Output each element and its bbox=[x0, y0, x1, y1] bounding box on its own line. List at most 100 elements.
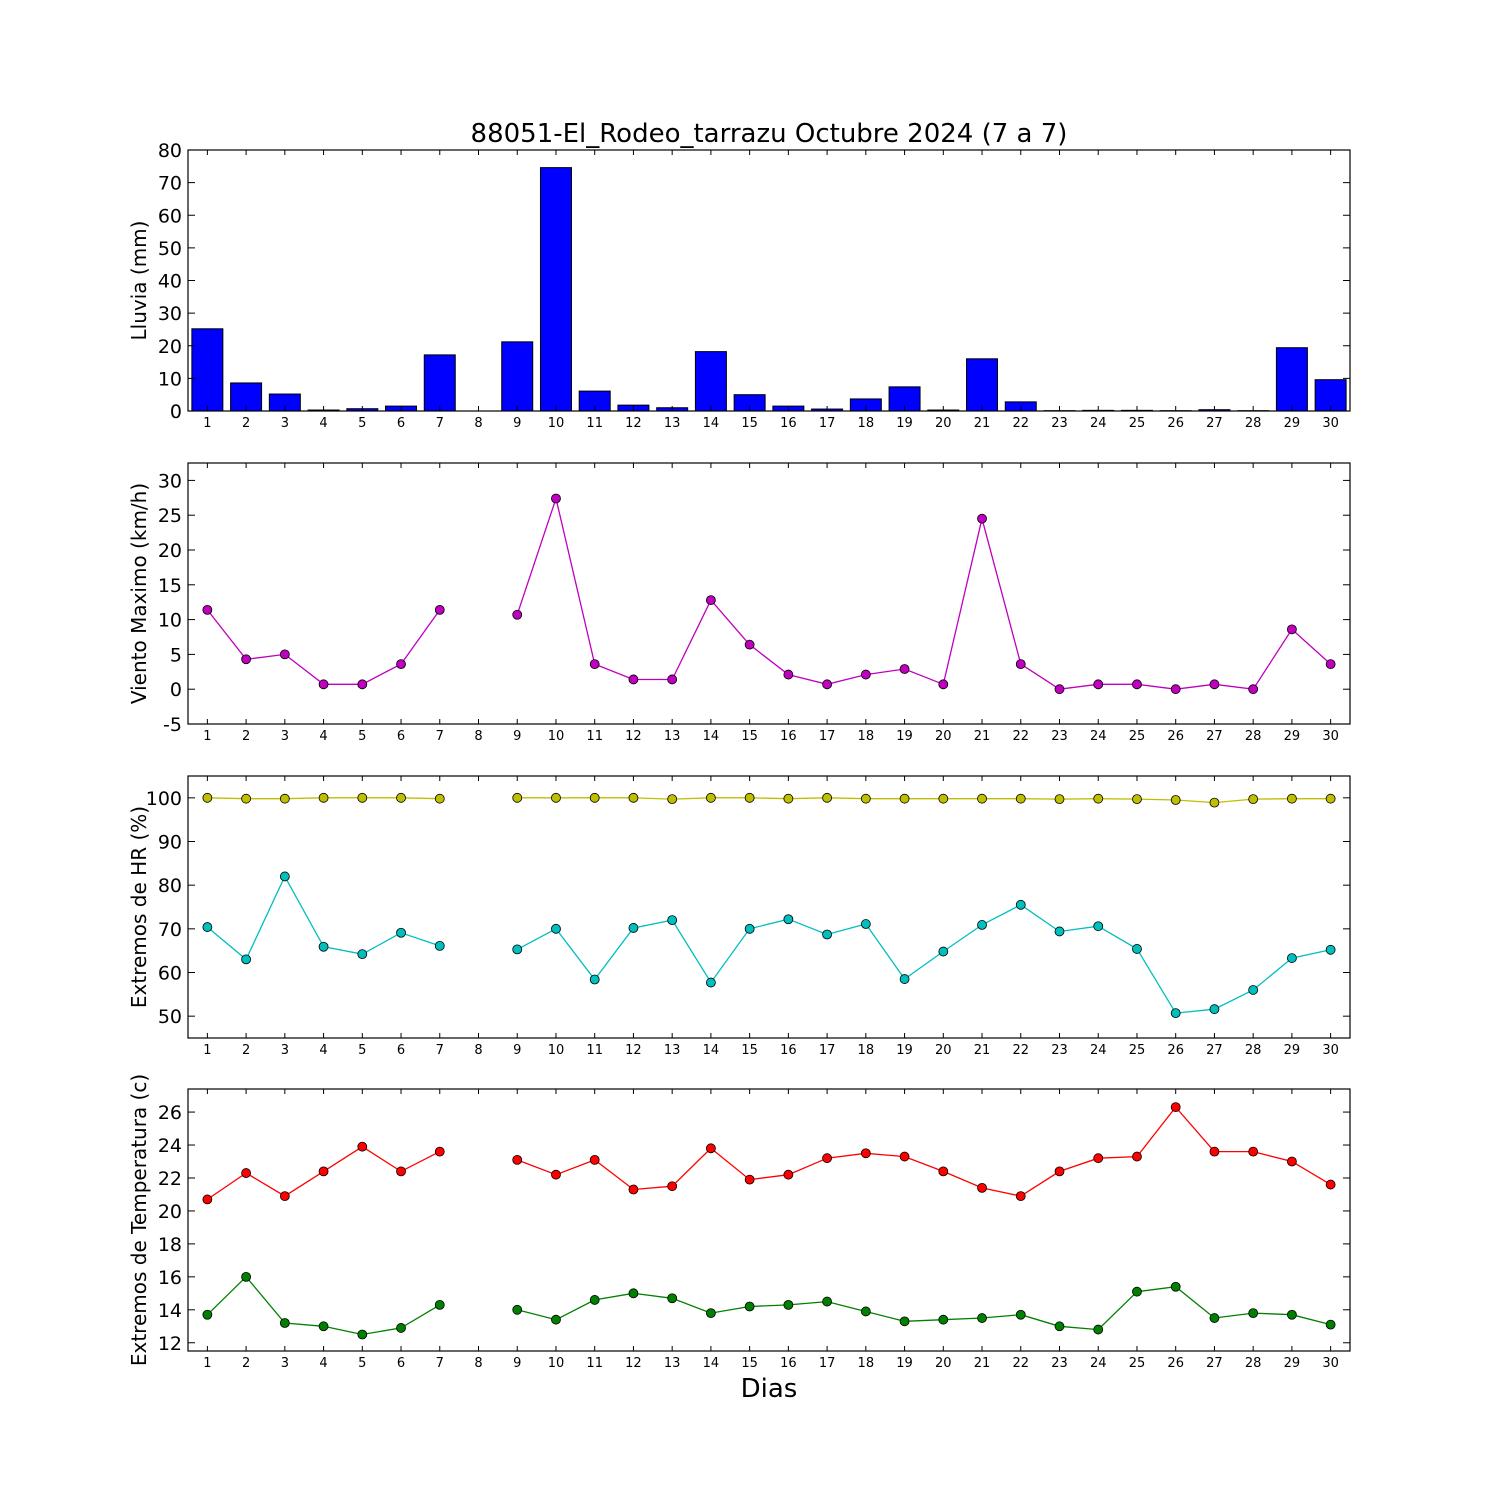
humidity-series-2-point-2 bbox=[241, 954, 252, 965]
rain-frame bbox=[187, 149, 1351, 412]
humidity-series-1-point-10 bbox=[551, 792, 561, 803]
wind-series-1-point-19 bbox=[899, 664, 910, 674]
temperature-series-2-point-30 bbox=[1325, 1319, 1336, 1330]
wind-xtick-label: 24 bbox=[1090, 729, 1107, 744]
temperature-xtick-label: 13 bbox=[664, 1356, 681, 1371]
temperature-series-2-point-23 bbox=[1054, 1321, 1065, 1332]
humidity-series-2-point-22 bbox=[1015, 899, 1026, 910]
wind-series-1-point-21 bbox=[977, 513, 987, 524]
rain-ytick-label: 10 bbox=[158, 368, 182, 390]
temperature-xtick-label: 7 bbox=[436, 1356, 444, 1371]
humidity-xtick-label: 5 bbox=[358, 1043, 366, 1058]
rain-xtick-label: 2 bbox=[242, 416, 250, 431]
wind-xtick-label: 18 bbox=[858, 729, 875, 744]
rain-bar-14 bbox=[694, 351, 727, 412]
temperature-xtick-label: 18 bbox=[858, 1356, 875, 1371]
temperature-series-1-point-6 bbox=[396, 1166, 406, 1177]
temperature-series-1-point-29 bbox=[1287, 1156, 1297, 1167]
wind-series-1-point-22 bbox=[1015, 659, 1026, 670]
wind-series-1-point-16 bbox=[783, 669, 794, 680]
temperature-xtick-label: 19 bbox=[896, 1356, 913, 1371]
humidity-xtick-label: 12 bbox=[625, 1043, 642, 1058]
wind-xtick-label: 5 bbox=[358, 729, 366, 744]
rain-xtick-label: 13 bbox=[664, 416, 681, 431]
temperature-series-2-point-11 bbox=[589, 1295, 600, 1305]
humidity-xtick-label: 24 bbox=[1090, 1043, 1107, 1058]
temperature-series-1-point-9 bbox=[512, 1154, 523, 1165]
humidity-series-1-point-15 bbox=[744, 792, 755, 803]
humidity-series-1-point-30 bbox=[1325, 793, 1336, 804]
wind-series-1-point-5 bbox=[357, 679, 368, 690]
rain-xtick-label: 18 bbox=[858, 416, 875, 431]
wind-xtick-label: 6 bbox=[397, 729, 405, 744]
temperature-series-1-line-2 bbox=[516, 1106, 1331, 1197]
temperature-series-2-point-27 bbox=[1209, 1313, 1220, 1323]
temperature-series-1-point-2 bbox=[241, 1168, 252, 1178]
humidity-xtick-label: 22 bbox=[1012, 1043, 1029, 1058]
wind-xtick-label: 15 bbox=[741, 729, 758, 744]
humidity-series-1-point-19 bbox=[899, 793, 910, 804]
chart-title: 88051-El_Rodeo_tarrazu Octubre 2024 (7 a… bbox=[471, 119, 1068, 149]
temperature-series-1-point-24 bbox=[1093, 1153, 1104, 1164]
temperature-xtick-label: 24 bbox=[1090, 1356, 1107, 1371]
temperature-series-2-point-22 bbox=[1015, 1309, 1026, 1320]
wind-xtick-label: 26 bbox=[1167, 729, 1184, 744]
rain-xtick-label: 1 bbox=[203, 416, 211, 431]
rain-bar-21 bbox=[966, 358, 999, 412]
temperature-series-1-point-14 bbox=[706, 1143, 716, 1154]
temperature-series-2-point-13 bbox=[667, 1293, 678, 1304]
temperature-series-2-point-18 bbox=[860, 1306, 871, 1317]
rain-xtick-label: 14 bbox=[703, 416, 720, 431]
humidity-xtick-label: 8 bbox=[474, 1043, 482, 1058]
temperature-frame bbox=[187, 1088, 1351, 1352]
wind-xtick-label: 12 bbox=[625, 729, 642, 744]
wind-xtick-label: 20 bbox=[935, 729, 952, 744]
humidity-series-1-point-7 bbox=[434, 793, 445, 804]
humidity-ytick-label: 80 bbox=[158, 875, 182, 897]
humidity-xtick-label: 27 bbox=[1206, 1043, 1223, 1058]
humidity-series-1-point-23 bbox=[1054, 794, 1065, 805]
humidity-frame bbox=[187, 775, 1351, 1039]
temperature-series-2-point-29 bbox=[1287, 1309, 1297, 1320]
humidity-series-1-point-24 bbox=[1093, 793, 1104, 804]
humidity-series-1-point-11 bbox=[589, 792, 600, 803]
humidity-series-2-point-17 bbox=[822, 929, 832, 940]
humidity-xtick-label: 30 bbox=[1322, 1043, 1339, 1058]
humidity-xtick-label: 7 bbox=[436, 1043, 444, 1058]
wind-series-1-line-2 bbox=[516, 496, 1332, 690]
wind-xtick-label: 7 bbox=[436, 729, 444, 744]
humidity-series-2-point-7 bbox=[434, 940, 445, 951]
wind-ytick-label: 30 bbox=[158, 470, 182, 492]
temperature-series-2-point-20 bbox=[938, 1314, 949, 1325]
humidity-series-1-line-2 bbox=[517, 797, 1331, 804]
rain-ytick-label: 20 bbox=[158, 336, 182, 358]
humidity-xtick-label: 3 bbox=[281, 1043, 289, 1058]
rain-xtick-label: 28 bbox=[1245, 416, 1262, 431]
rain-ytick-label: 70 bbox=[158, 173, 182, 195]
wind-xtick-label: 1 bbox=[203, 729, 211, 744]
temperature-xtick-label: 25 bbox=[1129, 1356, 1146, 1371]
temperature-series-2-point-17 bbox=[822, 1296, 832, 1307]
wind-xtick-label: 25 bbox=[1129, 729, 1146, 744]
temperature-series-2-point-10 bbox=[551, 1314, 561, 1325]
humidity-series-2-point-14 bbox=[706, 977, 716, 988]
wind-series-1-point-18 bbox=[860, 669, 871, 680]
wind-series-1-point-12 bbox=[628, 674, 639, 685]
humidity-series-2-point-24 bbox=[1093, 921, 1104, 932]
rain-xtick-label: 27 bbox=[1206, 416, 1223, 431]
rain-xtick-label: 15 bbox=[741, 416, 758, 431]
humidity-xtick-label: 13 bbox=[664, 1043, 681, 1058]
wind-xtick-label: 16 bbox=[780, 729, 797, 744]
rain-xtick-label: 10 bbox=[548, 416, 565, 431]
humidity-series-2-point-4 bbox=[318, 941, 329, 952]
humidity-y-axis-label: Extremos de HR (%) bbox=[127, 806, 151, 1008]
humidity-series-1-point-21 bbox=[977, 793, 987, 804]
humidity-series-2-point-30 bbox=[1325, 944, 1336, 955]
wind-series-1-point-9 bbox=[512, 609, 523, 620]
temperature-ytick-label: 26 bbox=[158, 1102, 182, 1124]
temperature-series-2-point-9 bbox=[512, 1304, 523, 1315]
temperature-xtick-label: 28 bbox=[1245, 1356, 1262, 1371]
temperature-series-2-point-5 bbox=[357, 1329, 368, 1340]
